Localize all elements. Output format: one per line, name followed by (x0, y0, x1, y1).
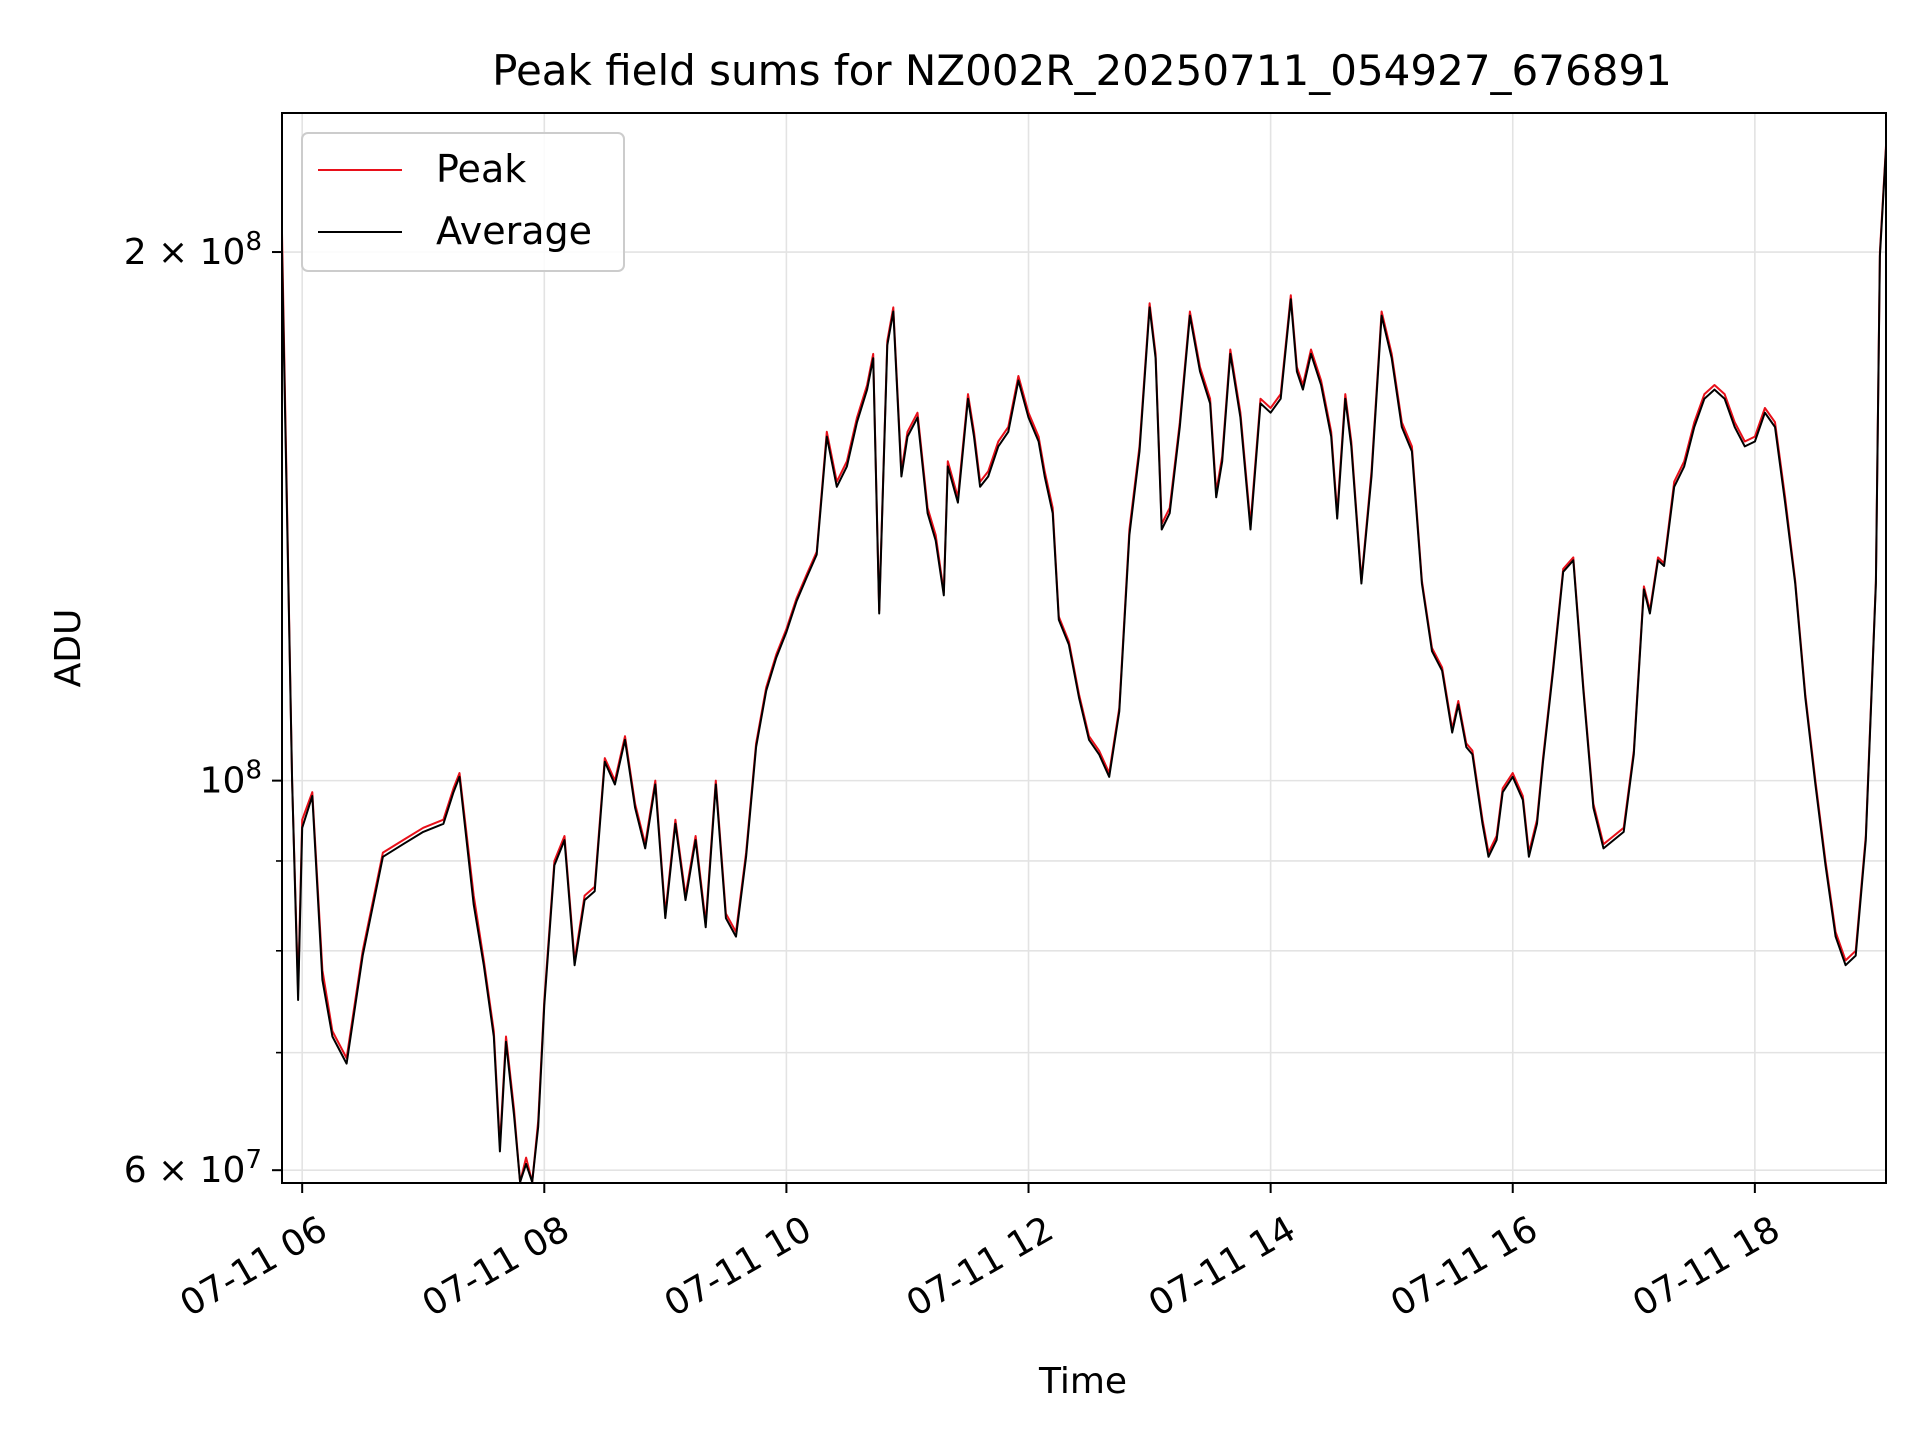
legend: Peak Average (301, 132, 625, 272)
y-tick-label: 108 (200, 756, 262, 802)
legend-label-peak: Peak (436, 147, 526, 191)
y-axis-label: ADU (48, 609, 89, 688)
y-tick-label: 2 × 108 (124, 227, 262, 273)
x-axis-label: Time (1038, 1361, 1127, 1402)
plot-frame (281, 112, 1887, 1184)
chart-title: Peak field sums for NZ002R_20250711_0549… (492, 46, 1672, 95)
grid-lines (282, 113, 1886, 1183)
legend-label-average: Average (436, 209, 592, 253)
series-line-average (281, 148, 1887, 1183)
y-tick-label: 6 × 107 (124, 1145, 262, 1191)
legend-frame (301, 132, 625, 272)
y-axis: 6 × 107 108 2 × 108 (124, 227, 282, 1191)
series-layer (281, 145, 1887, 1183)
